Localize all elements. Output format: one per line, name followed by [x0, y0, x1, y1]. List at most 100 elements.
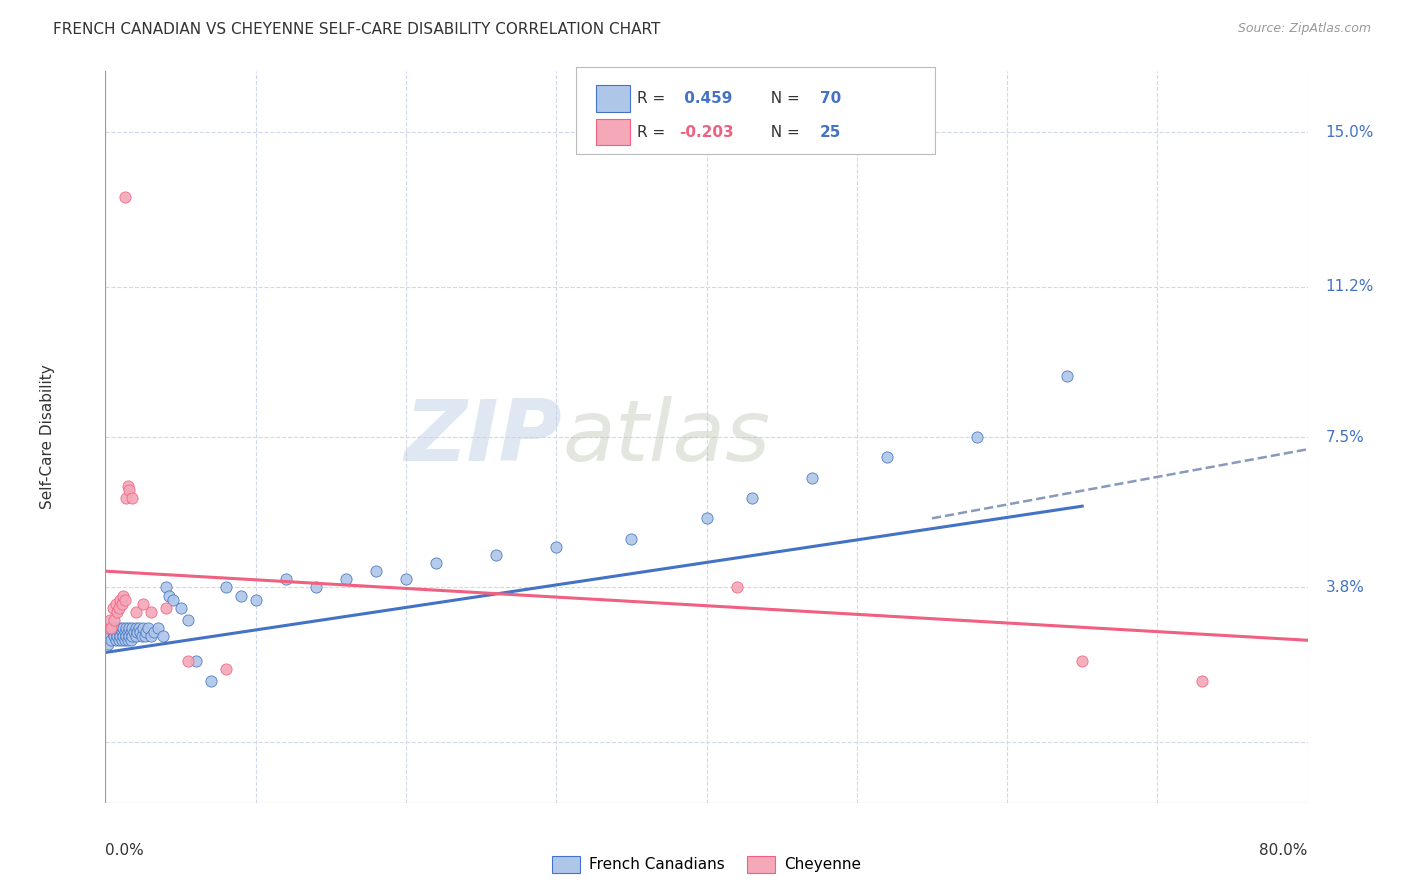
Point [125, 625, 148, 640]
Point [114, 633, 136, 648]
Point [335, 572, 357, 586]
Point [118, 483, 141, 497]
Point [101, 625, 124, 640]
Point [104, 633, 127, 648]
Point [485, 548, 508, 562]
Point [112, 629, 135, 643]
Point [546, 540, 568, 554]
Point [177, 654, 200, 668]
Point [876, 450, 898, 465]
Legend: French Canadians, Cheyenne: French Canadians, Cheyenne [546, 849, 868, 880]
Point [100, 633, 122, 648]
Point [103, 621, 125, 635]
Point [117, 633, 139, 648]
Point [139, 605, 162, 619]
Point [115, 629, 138, 643]
Point [1191, 673, 1213, 688]
Point [104, 597, 127, 611]
Point [118, 629, 141, 643]
Point [245, 592, 267, 607]
Point [169, 600, 191, 615]
Point [136, 621, 159, 635]
Text: ZIP: ZIP [405, 395, 562, 479]
Point [108, 625, 131, 640]
Point [101, 600, 124, 615]
Point [97, 637, 120, 651]
Point [128, 621, 150, 635]
Point [741, 491, 763, 505]
Point [97, 621, 120, 635]
Point [112, 621, 135, 635]
Point [162, 592, 184, 607]
Text: -0.203: -0.203 [679, 125, 734, 139]
Text: R =: R = [637, 91, 671, 105]
Point [214, 662, 236, 676]
Point [132, 621, 155, 635]
Point [118, 621, 141, 635]
Point [117, 479, 139, 493]
Point [110, 629, 132, 643]
Point [111, 625, 134, 640]
Text: 80.0%: 80.0% [1260, 844, 1308, 858]
Point [104, 625, 127, 640]
Point [98, 613, 121, 627]
Point [696, 511, 718, 525]
Point [114, 592, 136, 607]
Point [114, 190, 136, 204]
Point [155, 581, 177, 595]
Text: 0.459: 0.459 [679, 91, 733, 105]
Point [132, 597, 155, 611]
Text: 7.5%: 7.5% [1326, 430, 1364, 444]
Point [152, 629, 174, 643]
Text: 15.0%: 15.0% [1326, 125, 1374, 140]
Point [229, 589, 252, 603]
Text: Self-Care Disability: Self-Care Disability [41, 365, 55, 509]
Point [214, 581, 236, 595]
Point [112, 589, 135, 603]
Point [177, 613, 200, 627]
Text: 11.2%: 11.2% [1326, 279, 1374, 294]
Point [115, 491, 138, 505]
Point [124, 621, 146, 635]
Point [966, 430, 988, 444]
Point [139, 629, 162, 643]
Point [157, 589, 180, 603]
Point [107, 605, 129, 619]
Point [395, 572, 418, 586]
Point [200, 673, 222, 688]
Point [146, 621, 169, 635]
Text: N =: N = [761, 125, 804, 139]
Text: N =: N = [761, 91, 804, 105]
Point [274, 572, 297, 586]
Point [120, 633, 142, 648]
Point [364, 564, 387, 578]
Point [108, 600, 131, 615]
Point [108, 633, 131, 648]
Point [110, 621, 132, 635]
Point [131, 629, 153, 643]
Point [620, 532, 643, 546]
Point [134, 629, 156, 643]
Point [122, 625, 145, 640]
Point [121, 629, 143, 643]
Point [155, 600, 177, 615]
Text: 70: 70 [820, 91, 841, 105]
Point [120, 625, 142, 640]
Point [103, 629, 125, 643]
Point [110, 592, 132, 607]
Point [111, 597, 134, 611]
Point [1071, 654, 1094, 668]
Text: 0.0%: 0.0% [105, 844, 145, 858]
Point [117, 625, 139, 640]
Text: 3.8%: 3.8% [1326, 580, 1364, 595]
Point [800, 471, 823, 485]
Point [135, 625, 157, 640]
Point [107, 629, 129, 643]
Point [129, 625, 152, 640]
Point [100, 621, 122, 635]
Point [115, 621, 138, 635]
Point [124, 629, 146, 643]
Point [103, 613, 125, 627]
Text: R =: R = [637, 125, 671, 139]
Text: 25: 25 [820, 125, 841, 139]
